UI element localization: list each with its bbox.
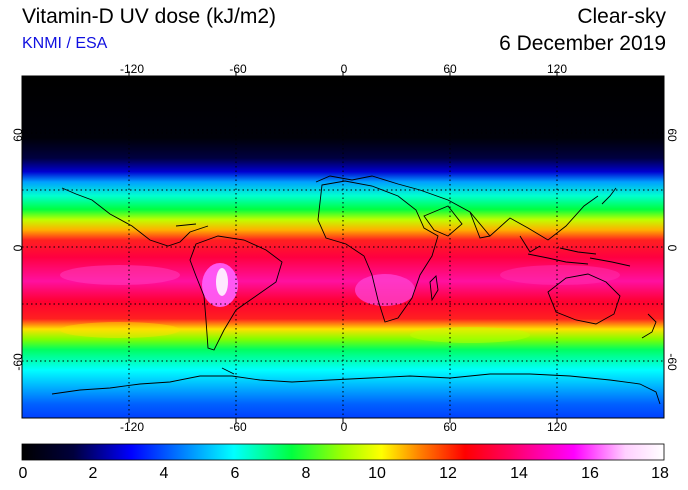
lon-tick-bottom: 0 [340, 420, 348, 434]
lon-tick-bottom: 120 [546, 420, 568, 434]
colorbar-tick: 10 [368, 465, 386, 482]
graticule [22, 76, 664, 418]
lon-tick-bottom: 60 [443, 420, 457, 434]
lon-tick-bottom: -60 [229, 420, 247, 434]
date-label: 6 December 2019 [499, 32, 666, 55]
colorbar-tick: 4 [159, 465, 169, 482]
colorbar-tick: 8 [301, 465, 311, 482]
lon-tick-top: -120 [119, 62, 145, 76]
coastlines [51, 175, 661, 405]
lon-tick-top: 60 [443, 62, 457, 76]
colorbar-tick: 6 [230, 465, 240, 482]
lon-tick-top: 0 [340, 62, 348, 76]
colorbar-tick: 0 [18, 465, 28, 482]
map-title: Vitamin-D UV dose (kJ/m2) [22, 5, 277, 28]
axis-ticks [128, 71, 558, 423]
lon-tick-top: -60 [229, 62, 247, 76]
credit-label: KNMI / ESA [22, 35, 108, 52]
lon-tick-top: 120 [546, 62, 568, 76]
colorbar-tick: 12 [439, 465, 457, 482]
colorbar-tick: 2 [88, 465, 98, 482]
colorbar [21, 443, 665, 461]
colorbar-tick: 14 [510, 465, 528, 482]
sky-condition-label: Clear-sky [577, 5, 666, 28]
colorbar-tick: 18 [651, 465, 669, 482]
colorbar-tick: 16 [581, 465, 599, 482]
lon-tick-bottom: -120 [119, 420, 145, 434]
